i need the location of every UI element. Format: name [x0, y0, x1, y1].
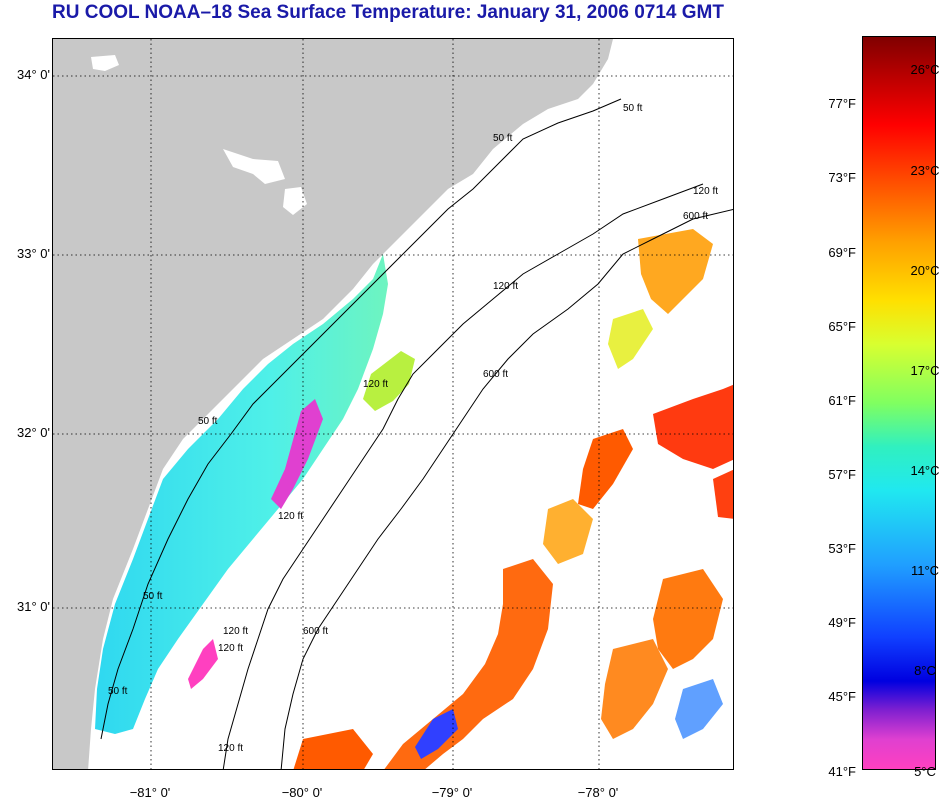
contour-label: 120 ft	[218, 643, 243, 654]
colorbar-f-tick: 49°F	[828, 615, 856, 630]
colorbar-f-tick: 41°F	[828, 764, 856, 779]
map-canvas: 50 ft 50 ft 120 ft 600 ft 120 ft 600 ft …	[53, 39, 733, 769]
colorbar-f-tick: 77°F	[828, 96, 856, 111]
colorbar-f-tick: 45°F	[828, 689, 856, 704]
contour-label: 120 ft	[693, 186, 718, 197]
gulf-stream-warm	[293, 729, 373, 769]
lon-label: −79° 0'	[431, 785, 473, 800]
lat-label: 32° 0'	[17, 425, 50, 440]
colorbar-c-tick: 26°C	[910, 62, 940, 77]
colorbar-f-tick: 65°F	[828, 319, 856, 334]
contour-label: 50 ft	[198, 416, 218, 427]
bathymetry-contours	[100, 98, 733, 769]
land-cloud	[223, 149, 285, 184]
lat-label: 34° 0'	[17, 67, 50, 82]
gulf-stream-warm	[384, 559, 553, 769]
cold-edge	[271, 399, 323, 509]
contour-label: 120 ft	[218, 743, 243, 754]
cold-edge	[415, 709, 458, 759]
contour-label: 600 ft	[483, 369, 508, 380]
gulf-stream-warm	[608, 309, 653, 369]
colorbar-c-tick: 20°C	[910, 263, 940, 278]
contour-label: 50 ft	[623, 103, 643, 114]
contour-label: 50 ft	[493, 133, 513, 144]
contour-label: 600 ft	[683, 211, 708, 222]
contour-label: 600 ft	[303, 626, 328, 637]
contour-label: 50 ft	[143, 591, 163, 602]
colorbar-f-tick: 61°F	[828, 393, 856, 408]
lon-label: −80° 0'	[281, 785, 323, 800]
land-mass	[53, 39, 613, 769]
colorbar-c-tick: 5°C	[914, 764, 936, 779]
gulf-stream-warm	[601, 639, 668, 739]
contour-label: 120 ft	[223, 626, 248, 637]
sst-map[interactable]: 50 ft 50 ft 120 ft 600 ft 120 ft 600 ft …	[52, 38, 734, 770]
colorbar-c-tick: 8°C	[914, 663, 936, 678]
gulf-stream-warm	[638, 229, 713, 314]
temperature-colorbar	[862, 36, 936, 770]
lon-label: −78° 0'	[577, 785, 619, 800]
contour-label-group: 50 ft 50 ft 120 ft 600 ft 120 ft 600 ft …	[108, 103, 718, 754]
colorbar-c-tick: 14°C	[910, 463, 940, 478]
lat-label: 33° 0'	[17, 246, 50, 261]
lat-label: 31° 0'	[17, 599, 50, 614]
gulf-stream-warm	[653, 569, 723, 669]
colorbar-f-tick: 53°F	[828, 541, 856, 556]
colorbar-f-tick: 69°F	[828, 245, 856, 260]
graticule	[53, 39, 733, 769]
colorbar-c-tick: 11°C	[910, 563, 940, 578]
gulf-stream-warm	[713, 469, 733, 519]
land-cloud	[91, 55, 119, 71]
contour-label: 50 ft	[108, 686, 128, 697]
cold-edge	[675, 679, 723, 739]
contour-label: 120 ft	[278, 511, 303, 522]
shelf-water	[95, 254, 388, 734]
contour-label: 120 ft	[493, 281, 518, 292]
mid-shelf-patch	[363, 351, 415, 411]
gulf-stream-warm	[578, 429, 633, 509]
colorbar-f-tick: 73°F	[828, 170, 856, 185]
lon-label: −81° 0'	[129, 785, 171, 800]
contour-label: 120 ft	[363, 379, 388, 390]
land-cloud	[283, 187, 307, 215]
colorbar-c-tick: 17°C	[910, 363, 940, 378]
colorbar-f-tick: 57°F	[828, 467, 856, 482]
gulf-stream-warm	[543, 499, 593, 564]
cold-edge	[188, 639, 218, 689]
map-title: RU COOL NOAA–18 Sea Surface Temperature:…	[52, 2, 724, 23]
colorbar-c-tick: 23°C	[910, 163, 940, 178]
gulf-stream-warm	[653, 384, 733, 469]
